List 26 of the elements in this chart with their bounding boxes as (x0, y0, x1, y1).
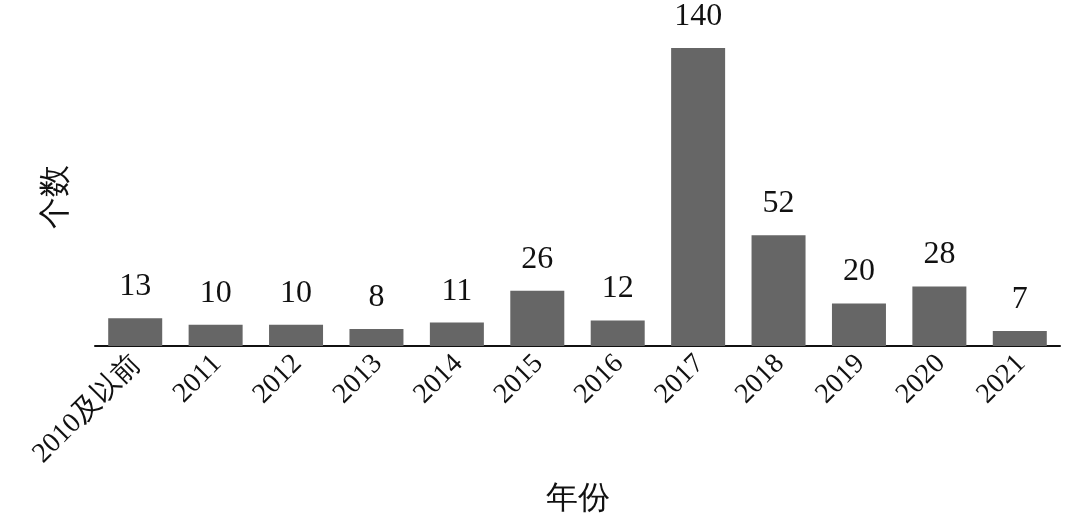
data-label: 11 (441, 270, 473, 307)
data-label: 12 (601, 268, 634, 305)
data-label: 20 (842, 251, 875, 288)
data-label: 140 (674, 0, 723, 32)
x-axis-title: 年份 (545, 479, 610, 515)
bar (831, 303, 886, 346)
y-axis-title: 个数 (36, 165, 72, 229)
bar (269, 324, 324, 346)
bar (188, 324, 243, 346)
data-label: 26 (521, 238, 554, 275)
bar (108, 318, 163, 346)
data-label: 13 (119, 266, 152, 303)
bar (429, 322, 484, 346)
bar (751, 235, 806, 346)
data-label: 10 (199, 272, 232, 309)
bar (912, 286, 967, 346)
bar (349, 328, 404, 346)
data-label: 8 (368, 276, 385, 313)
data-label: 28 (923, 234, 956, 271)
bar (510, 290, 565, 346)
bar (671, 48, 726, 346)
data-label: 52 (762, 183, 795, 220)
bar (590, 320, 645, 346)
data-label: 7 (1011, 279, 1028, 316)
bar (992, 331, 1047, 346)
data-label: 10 (280, 272, 313, 309)
